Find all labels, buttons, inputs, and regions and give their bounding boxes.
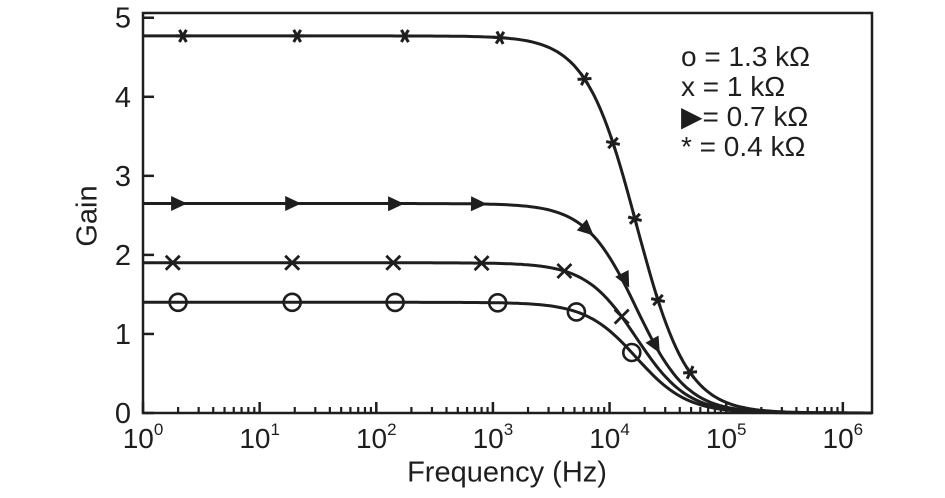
marker-triangle-right — [171, 196, 188, 211]
marker-x — [613, 308, 630, 325]
marker-asterisk — [577, 71, 592, 86]
marker-asterisk — [627, 211, 643, 226]
marker-circle — [566, 302, 587, 322]
marker-triangle-right — [285, 196, 302, 211]
x-tick-label: 101 — [239, 420, 280, 454]
y-axis-ticks: 0 1 2 3 4 5 — [115, 3, 154, 430]
marker-asterisk — [290, 29, 305, 43]
marker-circle — [385, 292, 405, 313]
series-0.7kΩ — [143, 196, 872, 415]
legend: o = 1.3 kΩ x = 1 kΩ ▶= 0.7 kΩ * = 0.4 kΩ — [681, 42, 810, 162]
curve-asterisk — [143, 34, 872, 415]
marker-asterisk — [605, 135, 621, 151]
y-tick-label: 2 — [115, 240, 131, 272]
marker-triangle-right — [615, 269, 630, 288]
plot-frame — [141, 11, 874, 415]
y-tick-label: 5 — [115, 3, 131, 35]
marker-circle — [282, 292, 303, 313]
y-tick-label: 0 — [115, 398, 131, 430]
legend-entry-circle: o = 1.3 kΩ — [681, 41, 811, 72]
marker-circle — [621, 342, 642, 363]
marker-circle — [487, 292, 508, 313]
marker-asterisk — [175, 29, 190, 43]
x-axis-title: Frequency (Hz) — [407, 456, 607, 489]
marker-asterisk — [650, 292, 666, 308]
marker-triangle-right — [470, 196, 487, 212]
series-1.3kΩ — [143, 292, 872, 415]
series-1kΩ — [143, 254, 872, 415]
marker-asterisk — [492, 30, 508, 45]
marker-asterisk — [682, 365, 698, 380]
marker-x — [284, 254, 301, 271]
x-tick-label: 103 — [473, 420, 514, 454]
y-tick-label: 4 — [115, 82, 131, 114]
x-tick-label: 105 — [706, 420, 747, 454]
marker-x — [473, 255, 490, 272]
legend-entry-triangle: ▶= 0.7 kΩ — [681, 101, 809, 132]
marker-triangle-right — [388, 196, 405, 212]
x-tick-label: 104 — [589, 420, 630, 454]
x-tick-label: 102 — [356, 420, 397, 454]
marker-triangle-right — [576, 219, 594, 236]
marker-asterisk — [397, 29, 412, 43]
marker-circle — [168, 292, 188, 313]
marker-x — [164, 254, 181, 271]
y-tick-label: 1 — [115, 319, 131, 351]
marker-x — [556, 263, 573, 279]
curve-triangle-right — [143, 202, 872, 415]
y-tick-label: 3 — [115, 161, 131, 193]
marker-x — [385, 254, 402, 271]
legend-entry-asterisk: * = 0.4 kΩ — [681, 131, 806, 162]
y-axis-title: Gain — [71, 185, 104, 247]
legend-entry-x: x = 1 kΩ — [681, 71, 786, 102]
curve-circle — [143, 300, 872, 415]
curve-x — [143, 261, 872, 415]
marker-triangle-right — [645, 335, 660, 354]
x-tick-label: 106 — [823, 420, 864, 454]
series-0.4kΩ — [143, 29, 872, 415]
